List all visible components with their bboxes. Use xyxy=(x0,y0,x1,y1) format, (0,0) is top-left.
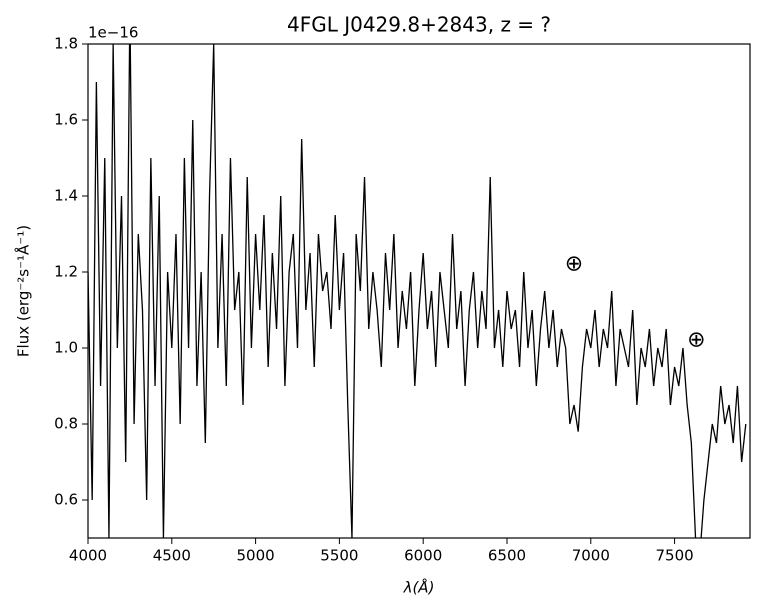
annotation: ⊕ xyxy=(687,327,705,352)
y-tick-label: 0.6 xyxy=(54,491,78,509)
x-tick-label: 4000 xyxy=(69,547,107,565)
x-axis-label: λ(Å) xyxy=(403,578,435,597)
x-tick-label: 6000 xyxy=(404,547,442,565)
y-offset-label: 1e−16 xyxy=(88,24,138,42)
y-tick-label: 1.8 xyxy=(54,35,78,53)
x-tick-label: 7000 xyxy=(572,547,610,565)
annotation: ⊕ xyxy=(565,251,583,276)
y-tick-label: 1.6 xyxy=(54,111,78,129)
y-tick-label: 1.2 xyxy=(54,263,78,281)
x-tick-label: 6500 xyxy=(488,547,526,565)
y-axis-label: Flux (erg⁻²s⁻¹Å⁻¹) xyxy=(14,225,33,357)
x-tick-label: 5500 xyxy=(320,547,358,565)
x-tick-label: 4500 xyxy=(153,547,191,565)
y-tick-label: 1.4 xyxy=(54,187,78,205)
chart-title: 4FGL J0429.8+2843, z = ? xyxy=(287,13,551,37)
y-tick-label: 0.8 xyxy=(54,415,78,433)
x-tick-label: 7500 xyxy=(655,547,693,565)
y-tick-label: 1.0 xyxy=(54,339,78,357)
x-tick-label: 5000 xyxy=(237,547,275,565)
spectrum-line xyxy=(88,44,747,538)
plot-frame xyxy=(87,43,751,539)
